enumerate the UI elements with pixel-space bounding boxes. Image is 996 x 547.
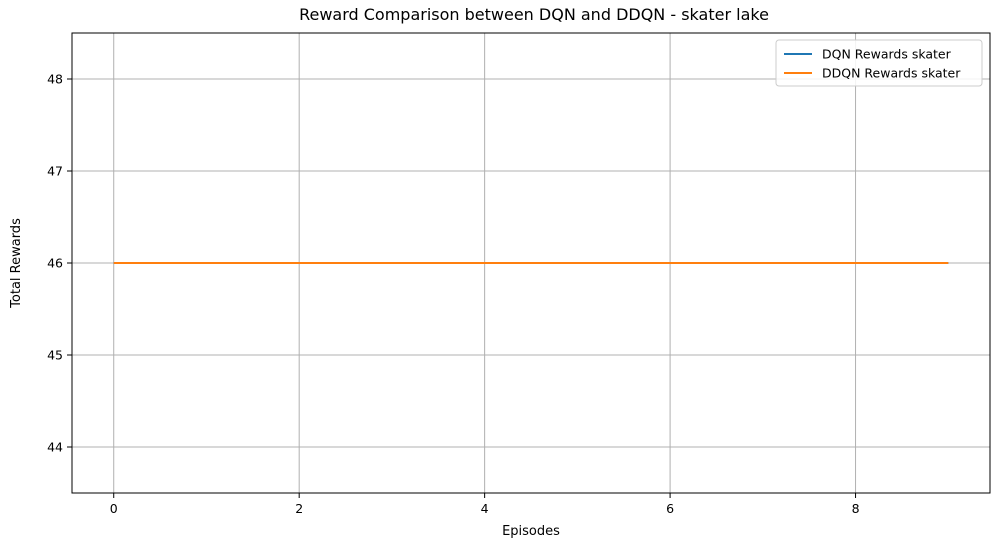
x-axis-label: Episodes <box>502 524 560 539</box>
x-tick-label: 8 <box>852 501 860 516</box>
x-tick-label: 6 <box>666 501 674 516</box>
y-axis-label: Total Rewards <box>9 218 24 309</box>
legend: DQN Rewards skater DDQN Rewards skater <box>775 39 983 87</box>
chart-title: Reward Comparison between DQN and DDQN -… <box>299 5 769 24</box>
x-tick-label: 4 <box>481 501 489 516</box>
legend-label-ddqn: DDQN Rewards skater <box>822 66 961 81</box>
y-tick-label: 44 <box>47 440 63 455</box>
legend-label-dqn: DQN Rewards skater <box>822 47 952 62</box>
x-tick-label: 0 <box>110 501 118 516</box>
y-tick-label: 47 <box>47 164 63 179</box>
legend-box <box>775 39 983 87</box>
y-tick-label: 45 <box>47 348 63 363</box>
y-tick-label: 48 <box>47 72 63 87</box>
x-tick-label: 2 <box>295 501 303 516</box>
y-tick-label: 46 <box>47 256 63 271</box>
